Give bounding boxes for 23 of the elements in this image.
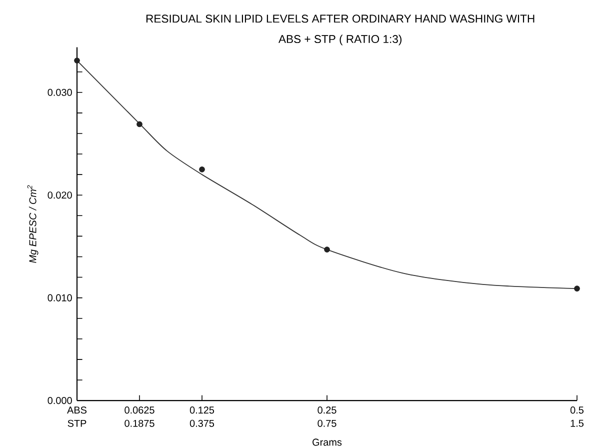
y-axis-title: Mg EPESC / Cm$^{2}$	[27, 185, 38, 263]
point	[74, 58, 80, 64]
point	[574, 286, 580, 292]
x2-tick-label: STP	[68, 420, 86, 427]
x2-tick-label: 0.375	[190, 420, 214, 427]
y-tick-label: 0.020	[48, 192, 72, 199]
chart-subtitle: ABS + STP ( RATIO 1:3)	[278, 34, 402, 46]
x-tick-label: 0.5	[570, 406, 584, 414]
x2-tick-label: 0.1875	[124, 420, 154, 427]
x-tick-label: 0.125	[190, 406, 214, 414]
text: 0.000	[48, 397, 72, 404]
point	[199, 166, 205, 172]
point	[324, 246, 330, 252]
chart-title: RESIDUAL SKIN LIPID LEVELS AFTER ORDINARY HAND WASHING WITH	[146, 14, 534, 23]
x-axis-title: Grams	[312, 438, 342, 446]
point	[136, 121, 142, 128]
x2-tick-label: 0.75	[318, 420, 336, 427]
y-tick-label: 0.030	[48, 88, 72, 96]
x-tick-label: 0.25	[318, 406, 336, 414]
y-tick-label: 0.010	[48, 294, 72, 302]
x2-tick-label: 1.5	[570, 420, 584, 427]
x-tick-label: ABS	[67, 406, 87, 414]
x-tick-label: 0.0625	[124, 406, 154, 414]
